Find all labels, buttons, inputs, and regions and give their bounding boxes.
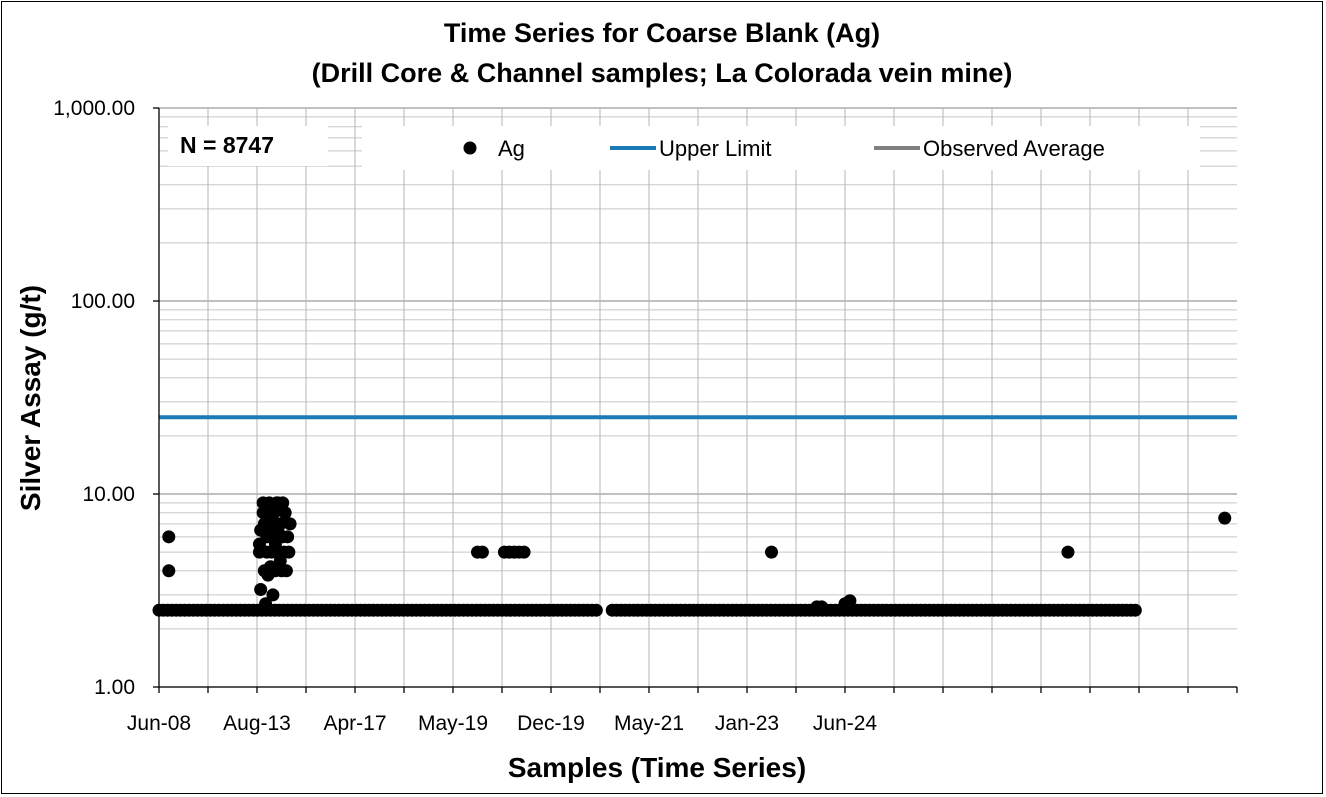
data-points — [152, 496, 1232, 617]
data-point — [162, 564, 176, 578]
y-tick-label: 1,000.00 — [53, 97, 135, 120]
data-point — [266, 588, 280, 602]
data-point — [279, 564, 293, 578]
grid — [159, 107, 1237, 688]
legend-background — [362, 126, 1200, 170]
n-annotation-background — [168, 126, 328, 166]
axes — [153, 107, 1238, 693]
x-tick-label: Aug-13 — [223, 712, 291, 735]
data-point — [283, 517, 297, 531]
data-point — [517, 545, 531, 559]
data-point-baseline — [589, 603, 603, 617]
data-point — [254, 583, 268, 597]
x-tick-label: Apr-17 — [323, 712, 386, 735]
data-point — [273, 554, 287, 568]
x-tick-label: Jun-08 — [127, 712, 191, 735]
data-point — [261, 519, 275, 533]
y-axis-label: Silver Assay (g/t) — [15, 285, 46, 511]
chart-title: Time Series for Coarse Blank (Ag) — [444, 18, 880, 48]
chart-subtitle: (Drill Core & Channel samples; La Colora… — [312, 58, 1013, 88]
legend: Ag Upper Limit Observed Average — [362, 126, 1200, 170]
data-point — [259, 597, 273, 611]
y-tick-label: 1.00 — [94, 676, 135, 699]
n-annotation: N = 8747 — [180, 132, 274, 158]
legend-ag-label: Ag — [498, 136, 525, 161]
x-tick-label: Dec-19 — [517, 712, 585, 735]
legend-ag-marker — [463, 141, 477, 155]
data-point — [282, 545, 296, 559]
x-tick-label: May-21 — [614, 712, 684, 735]
data-point — [162, 530, 176, 544]
y-tick-label: 100.00 — [71, 290, 135, 313]
data-point — [475, 545, 489, 559]
data-point — [281, 530, 295, 544]
y-tick-label: 10.00 — [82, 483, 135, 506]
data-point — [1061, 545, 1075, 559]
legend-observed-average-label: Observed Average — [923, 136, 1105, 161]
data-point — [815, 600, 829, 614]
x-tick-label: May-19 — [418, 712, 488, 735]
x-tick-label: Jan-23 — [715, 712, 779, 735]
x-tick-labels: Jun-08 Aug-13 Apr-17 May-19 Dec-19 May-21 Jan-… — [127, 712, 878, 735]
data-point-baseline — [1128, 603, 1142, 617]
legend-upper-limit-label: Upper Limit — [659, 136, 771, 161]
x-axis-label: Samples (Time Series) — [508, 752, 806, 783]
data-point — [765, 545, 778, 559]
data-point — [265, 501, 279, 515]
x-tick-label: Jun-24 — [813, 712, 878, 735]
y-tick-labels: 1.00 10.00 100.00 1,000.00 — [53, 97, 135, 699]
data-point — [843, 594, 857, 608]
data-point — [1218, 511, 1232, 525]
